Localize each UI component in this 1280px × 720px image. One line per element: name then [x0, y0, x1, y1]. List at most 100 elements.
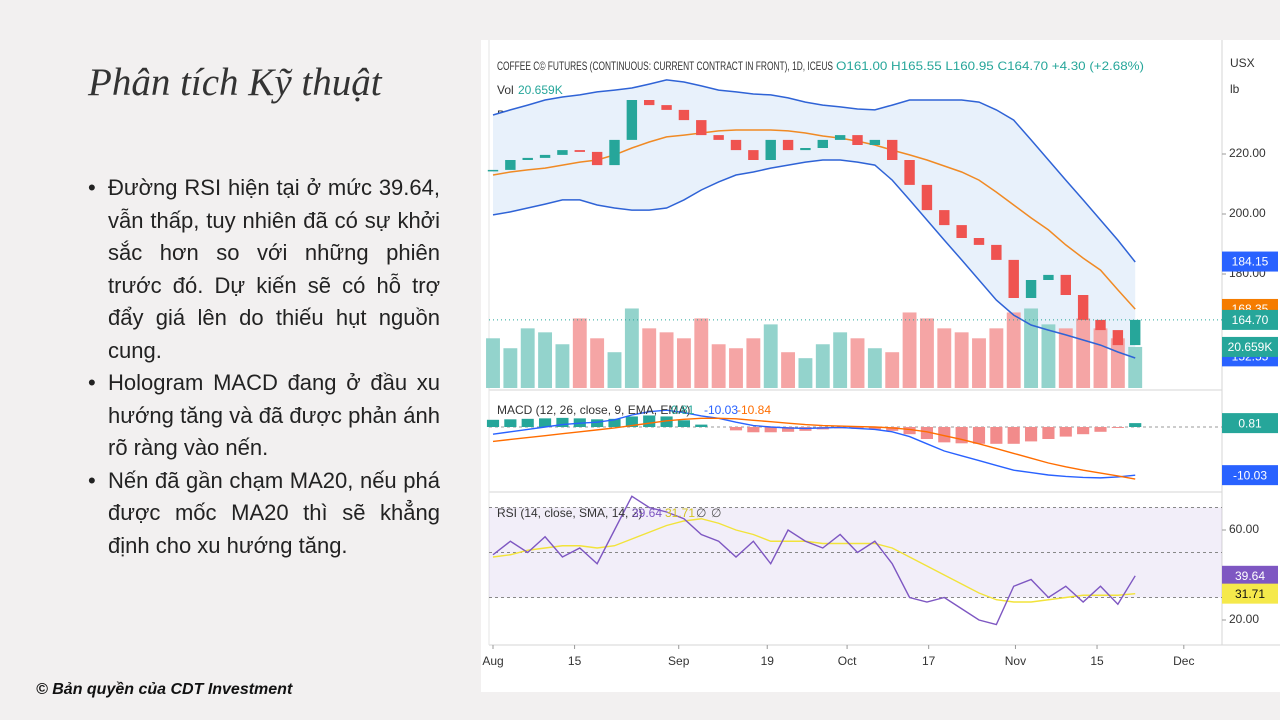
volume-bar — [815, 344, 830, 388]
macd-histogram — [764, 427, 777, 433]
rsi-label: RSI (14, close, SMA, 14, 2) — [497, 506, 642, 520]
price-tag-label: 0.81 — [1238, 416, 1262, 430]
candle — [730, 139, 742, 151]
macd-label: MACD (12, 26, close, 9, EMA, EMA) — [497, 403, 690, 417]
macd-histogram — [1007, 427, 1020, 444]
volume-bar — [729, 348, 743, 388]
x-tick-label: 19 — [761, 654, 775, 668]
x-tick-label: 15 — [1090, 654, 1104, 668]
ohlc: O161.00 H165.55 L160.95 C164.70 +4.30 (+… — [836, 59, 1144, 73]
candle — [678, 109, 690, 121]
volume-bar — [1024, 308, 1039, 388]
candle — [713, 135, 724, 140]
candle — [800, 148, 811, 151]
macd-value: 0.81 — [671, 403, 695, 417]
chart-panel — [481, 40, 1280, 692]
price-tag-label: 31.71 — [1235, 587, 1265, 601]
rsi-value: ∅ — [696, 506, 706, 520]
candle — [887, 139, 898, 160]
volume-bar — [538, 332, 553, 388]
volume-bar — [746, 338, 761, 388]
macd-histogram — [990, 427, 1003, 444]
bb-line — [492, 159, 1136, 359]
macd-histogram — [816, 427, 829, 430]
macd-histogram — [955, 427, 968, 444]
macd-histogram — [677, 420, 691, 427]
bullet-list: Đường RSI hiện tại ở mức 39.64, vẫn thấp… — [88, 172, 440, 562]
volume-bar — [676, 338, 691, 388]
macd-value: -10.84 — [737, 403, 771, 417]
rsi-line — [492, 518, 1136, 603]
macd-histogram — [695, 424, 708, 427]
volume-bar — [954, 332, 969, 388]
candle — [973, 238, 985, 245]
macd-histogram — [851, 427, 864, 429]
macd-histogram — [591, 419, 604, 427]
price-tag — [1222, 336, 1278, 357]
volume-value: 20.659K — [518, 83, 563, 97]
volume-bar — [1093, 328, 1108, 388]
x-tick-label: Aug — [482, 654, 503, 668]
price-tag — [1222, 583, 1278, 604]
volume-bar — [1058, 328, 1073, 388]
volume-bar — [624, 308, 639, 388]
candle — [574, 150, 585, 152]
candle — [921, 184, 933, 211]
x-tick-label: 17 — [922, 654, 936, 668]
x-tick-label: Nov — [1005, 654, 1026, 668]
volume-label: Vol — [497, 83, 514, 97]
price-tag — [1222, 565, 1278, 586]
footer: © Bản quyền của CDT Investment — [36, 681, 293, 698]
candle — [522, 157, 533, 160]
candle — [609, 139, 620, 166]
rsi-value: 39.64 — [632, 506, 662, 520]
volume-bar — [555, 344, 570, 388]
volume-bar — [711, 344, 726, 388]
candle — [696, 120, 707, 136]
candle — [834, 135, 846, 140]
candle — [991, 244, 1002, 260]
y-tick-label: 180.00 — [1229, 266, 1266, 280]
candle — [505, 160, 516, 170]
x-tick-label: 15 — [568, 654, 582, 668]
volume-bar — [1006, 312, 1021, 388]
macd-histogram — [1077, 427, 1090, 435]
candle — [1043, 274, 1054, 280]
volume-bar — [885, 352, 900, 388]
macd-histogram — [573, 418, 586, 427]
volume-bar — [798, 358, 813, 388]
rsi-value: 31.71 — [665, 506, 695, 520]
candle — [1112, 330, 1124, 346]
price-tag-label: -10.03 — [1233, 468, 1267, 482]
macd-histogram — [486, 419, 500, 427]
macd-histogram — [504, 419, 517, 427]
x-tick-label: Sep — [668, 654, 690, 668]
candle — [557, 150, 568, 155]
macd-line — [492, 417, 1136, 480]
chart-title: COFFEE C© FUTURES (CONTINUOUS: CURRENT C… — [497, 59, 833, 73]
macd-histogram — [660, 416, 673, 427]
price-tag — [1222, 309, 1278, 330]
candle — [956, 225, 967, 238]
macd-histogram — [538, 418, 552, 427]
price-tag — [1222, 465, 1278, 486]
candle — [1008, 259, 1019, 298]
x-tick-label: Oct — [838, 654, 857, 668]
rsi-band — [489, 507, 1222, 598]
candle — [661, 105, 672, 110]
candle — [1077, 295, 1089, 320]
bb-value: 152.56 — [678, 108, 715, 122]
volume-bar — [520, 328, 535, 388]
price-tag — [1222, 413, 1278, 434]
volume-bar — [1076, 318, 1091, 388]
macd-histogram — [1111, 427, 1124, 428]
volume-bar — [867, 348, 882, 388]
volume-bar — [972, 338, 986, 388]
candle — [644, 100, 655, 106]
macd-value: -10.03 — [704, 403, 738, 417]
x-tick-label: Dec — [1173, 654, 1194, 668]
candle — [817, 139, 828, 148]
volume-bar — [607, 352, 622, 388]
macd-histogram — [625, 416, 638, 427]
macd-histogram — [729, 427, 743, 431]
